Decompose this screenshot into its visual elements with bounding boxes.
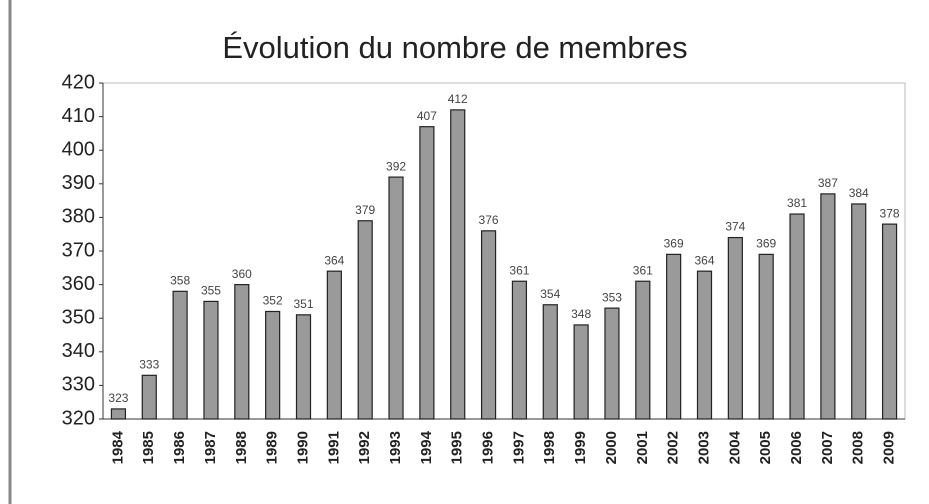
y-tick-label: 380: [62, 206, 95, 228]
x-tick-label: 1984: [109, 430, 126, 464]
x-tick-label: 2001: [634, 431, 651, 464]
bar: [141, 374, 157, 420]
value-label: 392: [386, 159, 406, 173]
x-tick-label: 2006: [788, 431, 805, 464]
value-label: 378: [880, 206, 900, 220]
value-label: 364: [324, 253, 344, 267]
bar: [419, 126, 435, 420]
x-tick-label: 1988: [233, 431, 250, 464]
bar: [480, 230, 497, 420]
x-tick-label: 1987: [202, 431, 219, 464]
bar: [789, 213, 805, 420]
value-label: 333: [139, 357, 159, 371]
value-label: 361: [633, 263, 653, 277]
x-tick-label: 1999: [572, 431, 589, 464]
x-tick-label: 2004: [726, 430, 743, 464]
value-label: 369: [756, 237, 776, 251]
value-label: 376: [479, 213, 499, 227]
y-tick-label: 340: [62, 340, 95, 362]
value-label: 358: [170, 273, 190, 287]
bar: [357, 220, 373, 420]
x-tick-label: 1985: [140, 431, 157, 464]
x-tick-label: 1993: [387, 431, 404, 464]
value-label: 387: [818, 176, 838, 190]
bar: [573, 324, 589, 420]
bar: [851, 203, 867, 420]
x-tick-label: 2008: [850, 431, 867, 464]
value-label: 407: [417, 109, 437, 123]
value-label: 412: [448, 92, 468, 106]
value-label: 355: [201, 284, 221, 298]
y-tick-label: 390: [62, 172, 95, 194]
y-tick-label: 320: [62, 407, 95, 429]
value-label: 381: [787, 196, 807, 210]
y-tick-label: 350: [62, 306, 95, 328]
value-label: 361: [509, 263, 529, 277]
bar: [758, 253, 774, 420]
x-tick-label: 1992: [356, 431, 373, 464]
x-tick-label: 1994: [418, 430, 435, 464]
x-tick-label: 1991: [325, 431, 342, 464]
x-tick-label: 2003: [695, 431, 712, 464]
x-tick-label: 1996: [480, 431, 497, 464]
x-tick-label: 2007: [819, 431, 836, 464]
bar: [326, 270, 342, 420]
x-tick-label: 1990: [294, 431, 311, 464]
plot-area: [102, 82, 906, 420]
bar: [203, 300, 219, 420]
bar: [110, 408, 127, 420]
x-tick-label: 1997: [510, 431, 527, 464]
value-label: 351: [293, 297, 313, 311]
x-tick-label: 2009: [881, 431, 898, 464]
x-tick-label: 2002: [665, 431, 682, 464]
bar: [820, 193, 836, 420]
x-tick-label: 2000: [603, 431, 620, 464]
value-label: 379: [355, 203, 375, 217]
chart-title: Évolution du nombre de membres: [222, 30, 687, 65]
value-label: 353: [602, 290, 622, 304]
bar: [881, 223, 898, 420]
y-tick-label: 420: [62, 71, 95, 93]
bar: [635, 280, 651, 420]
bar: [388, 176, 404, 420]
bar: [727, 236, 743, 420]
bar: [295, 314, 312, 420]
y-tick-label: 360: [62, 273, 95, 295]
bar: [450, 109, 466, 420]
bar: [542, 304, 558, 420]
y-tick-label: 330: [62, 374, 95, 396]
y-tick-label: 370: [62, 239, 95, 261]
bar: [234, 284, 250, 420]
bar: [172, 290, 188, 420]
value-label: 374: [725, 220, 745, 234]
x-tick-label: 1989: [264, 431, 281, 464]
value-label: 364: [694, 253, 714, 267]
bar: [265, 310, 281, 420]
value-label: 360: [232, 267, 252, 281]
y-tick-label: 410: [62, 105, 95, 127]
bar: [511, 280, 528, 420]
value-label: 369: [664, 237, 684, 251]
bar: [696, 270, 713, 420]
bar: [666, 253, 682, 420]
value-label: 354: [540, 287, 560, 301]
value-label: 323: [108, 391, 128, 405]
x-tick-label: 2005: [757, 431, 774, 464]
x-tick-label: 1995: [449, 431, 466, 464]
bar: [604, 307, 620, 420]
y-tick-label: 400: [62, 138, 95, 160]
x-tick-label: 1986: [171, 431, 188, 464]
value-label: 352: [263, 294, 283, 308]
value-label: 348: [571, 307, 591, 321]
x-tick-label: 1998: [541, 431, 558, 464]
value-label: 384: [849, 186, 869, 200]
